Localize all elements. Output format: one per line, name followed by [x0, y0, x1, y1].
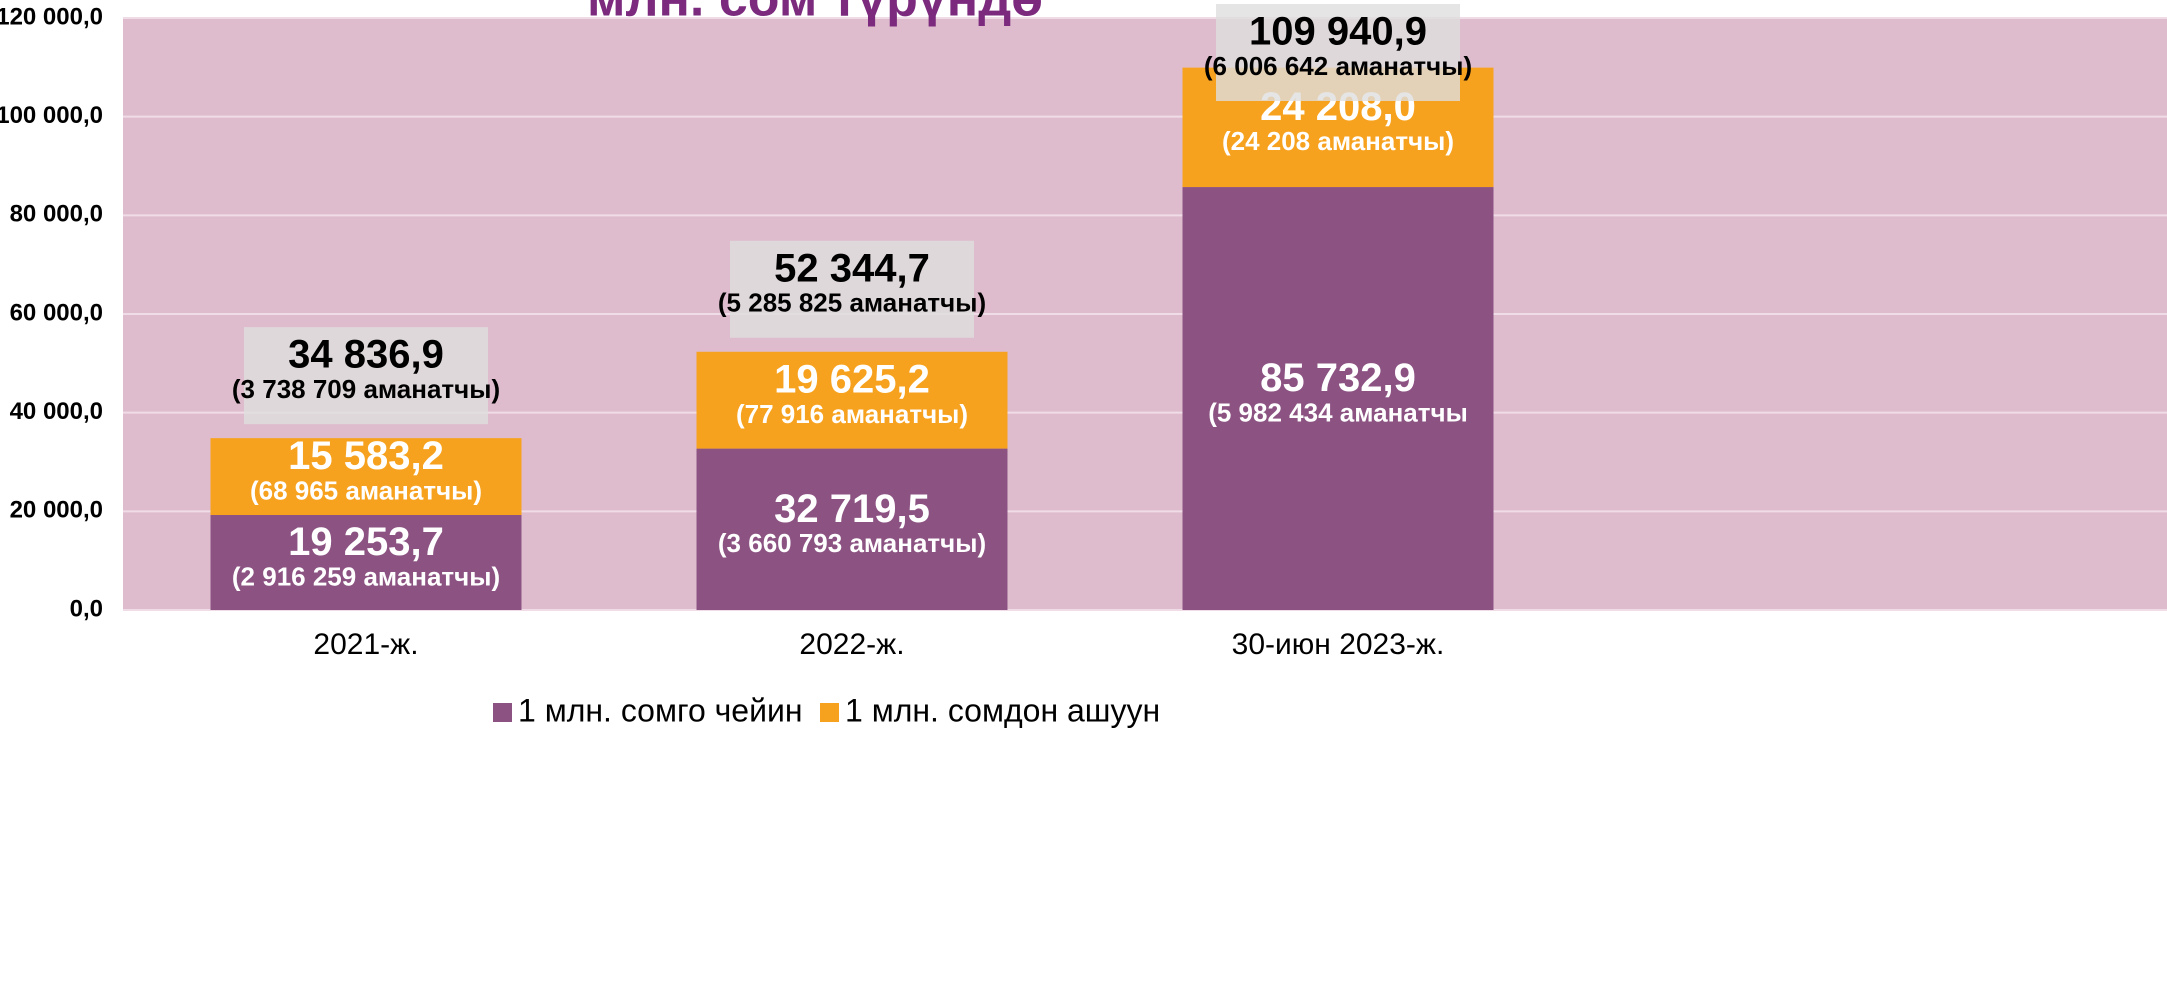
- total-label: 109 940,9: [1249, 10, 1427, 54]
- data-label: 32 719,5: [774, 487, 930, 531]
- legend-swatch: [820, 703, 839, 722]
- data-note: (5 982 434 аманатчы: [1208, 397, 1468, 427]
- y-tick-label: 120 000,0: [0, 3, 103, 30]
- y-tick-label: 40 000,0: [10, 398, 103, 425]
- bar-segment: [210, 515, 522, 610]
- y-tick-label: 0,0: [70, 595, 103, 622]
- data-label: 15 583,2: [288, 434, 444, 478]
- total-box: [730, 240, 974, 338]
- total-note: (6 006 642 аманатчы): [1204, 51, 1472, 81]
- x-tick-label: 2022-ж.: [799, 628, 904, 661]
- x-tick-label: 2021-ж.: [313, 628, 418, 661]
- chart-title: млн. сом түрүндө: [587, 0, 1043, 28]
- bar-segment: [210, 438, 522, 516]
- bar-segment: [696, 448, 1008, 610]
- data-note: (3 660 793 аманатчы): [718, 528, 986, 558]
- legend-swatch: [493, 703, 512, 722]
- data-note: (24 208 аманатчы): [1222, 126, 1454, 156]
- x-tick-label: 30-июн 2023-ж.: [1232, 628, 1445, 661]
- total-box: [244, 327, 488, 425]
- bar-segment: [1182, 187, 1494, 610]
- total-note: (5 285 825 аманатчы): [718, 288, 986, 318]
- total-label: 52 344,7: [774, 246, 930, 290]
- data-note: (2 916 259 аманатчы): [232, 561, 500, 591]
- y-tick-label: 100 000,0: [0, 102, 103, 129]
- legend-label: 1 млн. сомдон ашуун: [845, 692, 1160, 728]
- data-label: 19 253,7: [288, 520, 444, 564]
- data-label: 19 625,2: [774, 358, 930, 402]
- data-note: (77 916 аманатчы): [736, 399, 968, 429]
- y-tick-label: 80 000,0: [10, 201, 103, 228]
- legend-label: 1 млн. сомго чейин: [518, 692, 803, 728]
- y-tick-label: 20 000,0: [10, 497, 103, 524]
- data-note: (68 965 аманатчы): [250, 475, 482, 505]
- bar-segment: [696, 351, 1008, 449]
- total-note: (3 738 709 аманатчы): [232, 374, 500, 404]
- data-label: 85 732,9: [1260, 356, 1416, 400]
- total-label: 34 836,9: [288, 333, 444, 377]
- total-box: [1216, 4, 1460, 101]
- y-tick-label: 60 000,0: [10, 299, 103, 326]
